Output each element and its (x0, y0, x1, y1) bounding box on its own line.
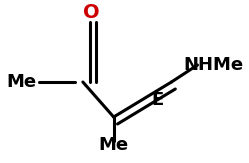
Text: NHMe: NHMe (184, 56, 244, 74)
Text: Me: Me (99, 136, 129, 154)
Text: Me: Me (6, 73, 36, 91)
Text: E: E (151, 91, 163, 109)
Text: O: O (83, 3, 100, 22)
